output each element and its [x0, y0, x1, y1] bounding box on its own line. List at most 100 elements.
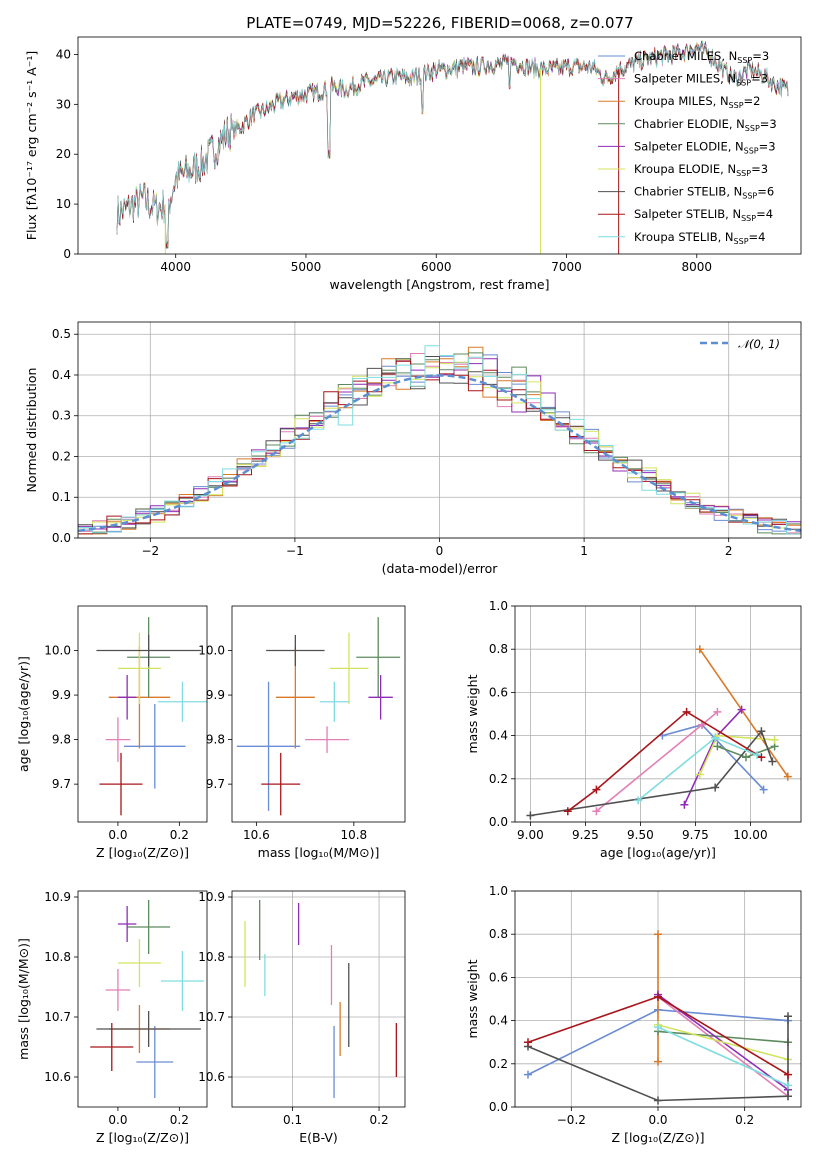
y-tick-label: 1.0: [489, 599, 508, 613]
y-tick-label: 0.1: [52, 490, 71, 504]
plus-marker: [757, 753, 766, 762]
plus-marker: [713, 707, 722, 716]
y-tick-label: 9.7: [52, 777, 71, 791]
legend-label: Chabrier STELIB, NSSP=6: [634, 185, 774, 201]
histogram-series-8: [78, 345, 801, 535]
x-tick-label: 0.1: [283, 1113, 302, 1127]
y-axis-label: mass [log₁₀(M/M⊙)]: [16, 938, 31, 1060]
plus-marker: [784, 1012, 792, 1021]
legend-subscript: SSP: [736, 79, 751, 88]
massweight-series-6: [530, 729, 774, 817]
x-tick-label: 9.50: [627, 828, 654, 842]
massweight-vs-age-frame: [514, 605, 802, 823]
massweight-series-8: [637, 736, 758, 802]
legend-eq: =: [760, 117, 770, 131]
legend-eq: =: [752, 49, 762, 63]
x-tick-label: 8000: [682, 260, 713, 274]
massweight-vs-Z-frame: [514, 890, 802, 1108]
massweight-vs-age-lines: [526, 645, 792, 820]
y-tick-label: 0.5: [52, 327, 71, 341]
y-tick-label: 0: [63, 247, 71, 261]
histograms: [78, 345, 801, 535]
y-tick-label: 10.7: [198, 1010, 225, 1024]
y-axis-label: Flux [fλ10⁻¹⁷ erg cm⁻² s⁻¹ A⁻¹]: [24, 51, 39, 240]
plus-marker: [634, 796, 643, 805]
y-tick-label: 0.0: [52, 531, 71, 545]
y-tick-label: 10.0: [44, 644, 71, 658]
y-tick-label: 0.0: [489, 815, 508, 829]
legend-count: 2: [753, 94, 760, 108]
legend-subscript: SSP: [744, 146, 759, 155]
legend-label: Salpeter MILES, NSSP=3: [634, 72, 768, 88]
x-tick-label: 4000: [160, 260, 191, 274]
mass-vs-ebv-points: [244, 900, 398, 1098]
legend-eq: =: [744, 94, 754, 108]
y-tick-label: 0.2: [489, 772, 508, 786]
legend-count: 3: [762, 49, 769, 63]
x-axis-label: Z [log₁₀(Z/Z⊙)]: [612, 1130, 705, 1145]
plus-marker: [711, 733, 720, 742]
plus-marker: [524, 1038, 532, 1047]
legend-subscript: SSP: [741, 214, 756, 223]
massweight-series-2: [699, 648, 789, 778]
errorbar-point-5: [117, 632, 161, 704]
legend-name: Kroupa MILES, N: [634, 94, 729, 108]
y-tick-label: 0.4: [489, 729, 508, 743]
errorbar-point-7: [99, 752, 143, 816]
y-tick-label: 9.9: [52, 688, 71, 702]
legend-subscript: SSP: [734, 237, 749, 246]
mass-vs-ebv-frame: [231, 890, 406, 1108]
plus-marker: [698, 720, 706, 729]
y-tick-label: 0.8: [489, 927, 508, 941]
x-tick-label: −2: [141, 544, 159, 558]
errorbar-point-7: [90, 1023, 134, 1071]
y-tick-label: 10: [56, 197, 71, 211]
x-axis-label: Z [log₁₀(Z/Z⊙)]: [96, 1130, 189, 1145]
plus-marker: [563, 807, 572, 816]
y-tick-label: 10.8: [198, 950, 225, 964]
errorbar-point-4: [368, 675, 393, 720]
y-tick-label: 1.0: [489, 884, 508, 898]
errorbar-point-6: [96, 1011, 201, 1047]
legend-eq: =: [759, 139, 769, 153]
y-tick-label: 0.8: [489, 642, 508, 656]
x-tick-label: 0: [436, 544, 444, 558]
errorbar-point-6: [96, 634, 201, 667]
errorbar-point-1: [105, 969, 131, 1011]
legend-count: 3: [769, 117, 776, 131]
chart-title: PLATE=0749, MJD=52226, FIBERID=0068, z=0…: [246, 14, 633, 32]
y-tick-label: 10.6: [44, 1070, 71, 1084]
legend-subscript: SSP: [729, 101, 744, 110]
y-tick-label: 0.2: [52, 449, 71, 463]
x-tick-label: 0.0: [108, 1113, 127, 1127]
plus-marker: [711, 783, 720, 792]
x-tick-label: 0.2: [170, 828, 189, 842]
age-vs-mass-axes: 10.6 10.8 9.7 9.8 9.9 10.0 mass [log₁₀(M/M⊙)]: [198, 644, 379, 860]
legend-name: Salpeter MILES, N: [634, 72, 736, 86]
x-tick-label: −0.2: [557, 1113, 586, 1127]
legend-label: Chabrier MILES, NSSP=3: [634, 49, 769, 65]
y-axis-label: age [log₁₀(age/yr)]: [16, 656, 31, 772]
errorbar-point-8: [160, 951, 204, 1011]
mass-vs-Z-axes: 0.0 0.2 10.6 10.7 10.8 10.9 Z [log₁₀(Z/Z⊙)] mas…: [16, 890, 189, 1145]
y-axis-label: mass weight: [465, 674, 480, 753]
x-axis-label: (data-model)/error: [382, 561, 499, 576]
legend-name: Kroupa STELIB, N: [634, 230, 734, 244]
legend-name: Chabrier STELIB, N: [634, 185, 742, 199]
legend-name: Salpeter STELIB, N: [634, 207, 741, 221]
y-tick-label: 30: [56, 97, 71, 111]
y-axis-label: mass weight: [465, 959, 480, 1038]
legend-eq: =: [757, 185, 767, 199]
legend-label: Chabrier ELODIE, NSSP=3: [634, 117, 777, 133]
errorbar-point-8: [319, 681, 349, 722]
x-axis-label: Z [log₁₀(Z/Z⊙)]: [96, 845, 189, 860]
plus-marker: [742, 753, 750, 762]
errorbar-point-0: [136, 1026, 174, 1098]
legend-eq: =: [756, 207, 766, 221]
legend-label: Kroupa MILES, NSSP=2: [634, 94, 761, 110]
legend-name: Kroupa ELODIE, N: [634, 162, 736, 176]
y-tick-label: 10.7: [44, 1010, 71, 1024]
y-tick-label: 9.9: [206, 688, 225, 702]
x-tick-label: 10.8: [340, 828, 367, 842]
